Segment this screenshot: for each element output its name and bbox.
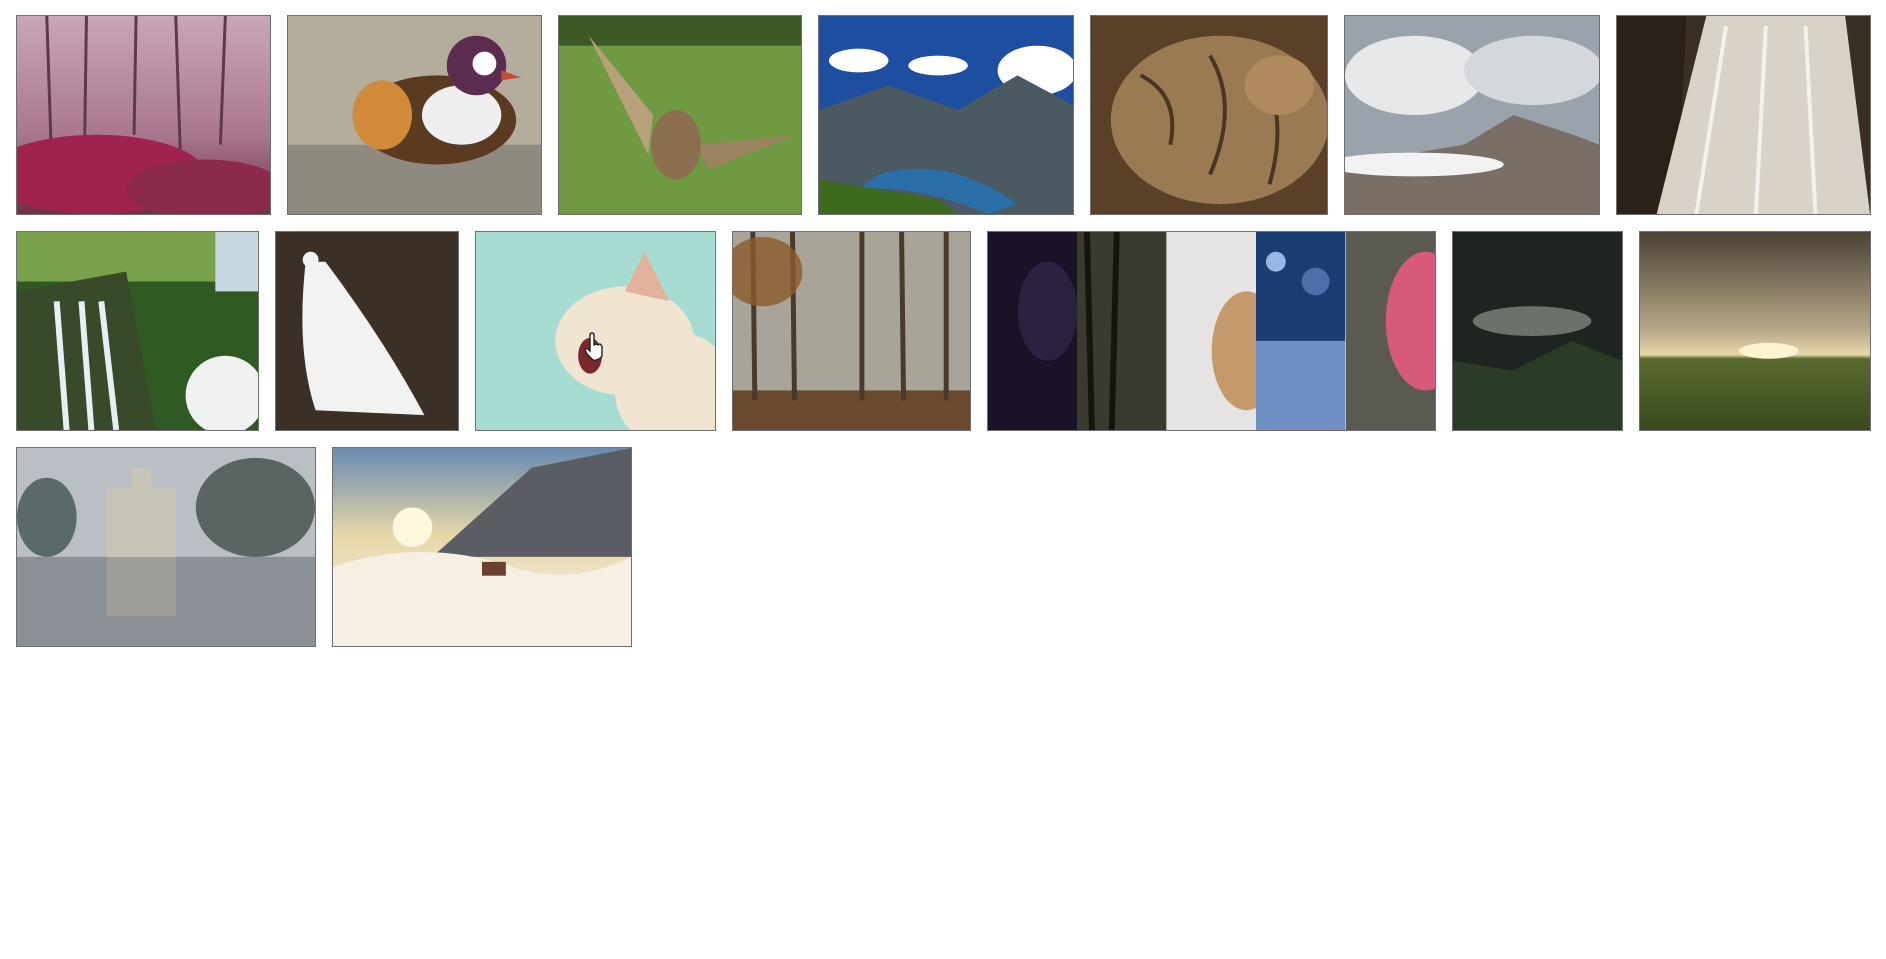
yawning-cat-image xyxy=(476,232,715,430)
thumbnail-yawning-cat[interactable] xyxy=(475,231,716,431)
thumbnail-jungle-waterfall[interactable] xyxy=(16,231,259,431)
thumbnail-cascading-waterfall[interactable] xyxy=(1616,15,1871,215)
foggy-autumn-forest-image xyxy=(733,232,970,430)
thumbnail-cloudy-mountain-summit[interactable] xyxy=(1344,15,1600,215)
sunset-meadow-image xyxy=(1640,232,1870,430)
collage-slice-dark-purple-sky xyxy=(988,232,1078,430)
collage-slice-pink-rose xyxy=(1345,232,1435,430)
collage-strip xyxy=(988,232,1435,430)
thumbnail-castle-reflection[interactable] xyxy=(16,447,316,647)
thumbnail-mandarin-duck[interactable] xyxy=(287,15,542,215)
castle-reflection-image xyxy=(17,448,315,646)
thumbnail-sunset-meadow[interactable] xyxy=(1639,231,1871,431)
thumbnail-collage-strip[interactable] xyxy=(987,231,1436,431)
white-peacock-image xyxy=(276,232,458,430)
thumbnail-white-peacock[interactable] xyxy=(275,231,459,431)
thumbnail-misty-pink-forest[interactable] xyxy=(16,15,271,215)
misty-pink-forest-image xyxy=(17,16,270,214)
mandarin-duck-image xyxy=(288,16,541,214)
sleeping-cat-image xyxy=(1091,16,1327,214)
thumbnail-alpine-lake-valley[interactable] xyxy=(818,15,1074,215)
jungle-waterfall-image xyxy=(17,232,258,430)
alpine-lake-valley-image xyxy=(819,16,1073,214)
snowy-sunrise-cabin-image xyxy=(333,448,631,646)
collage-slice-blue-beach xyxy=(1256,232,1346,430)
thumbnail-sleeping-cat[interactable] xyxy=(1090,15,1328,215)
thumbnail-owl-landing[interactable] xyxy=(558,15,802,215)
collage-slice-dark-forest xyxy=(1077,232,1167,430)
dark-stormy-hills-image xyxy=(1453,232,1622,430)
thumbnail-snowy-sunrise-cabin[interactable] xyxy=(332,447,632,647)
collage-slice-cat-closeup xyxy=(1166,232,1257,430)
thumbnail-foggy-autumn-forest[interactable] xyxy=(732,231,971,431)
owl-landing-image xyxy=(559,16,801,214)
cascading-waterfall-image xyxy=(1617,16,1870,214)
thumbnail-dark-stormy-hills[interactable] xyxy=(1452,231,1623,431)
cloudy-mountain-summit-image xyxy=(1345,16,1599,214)
